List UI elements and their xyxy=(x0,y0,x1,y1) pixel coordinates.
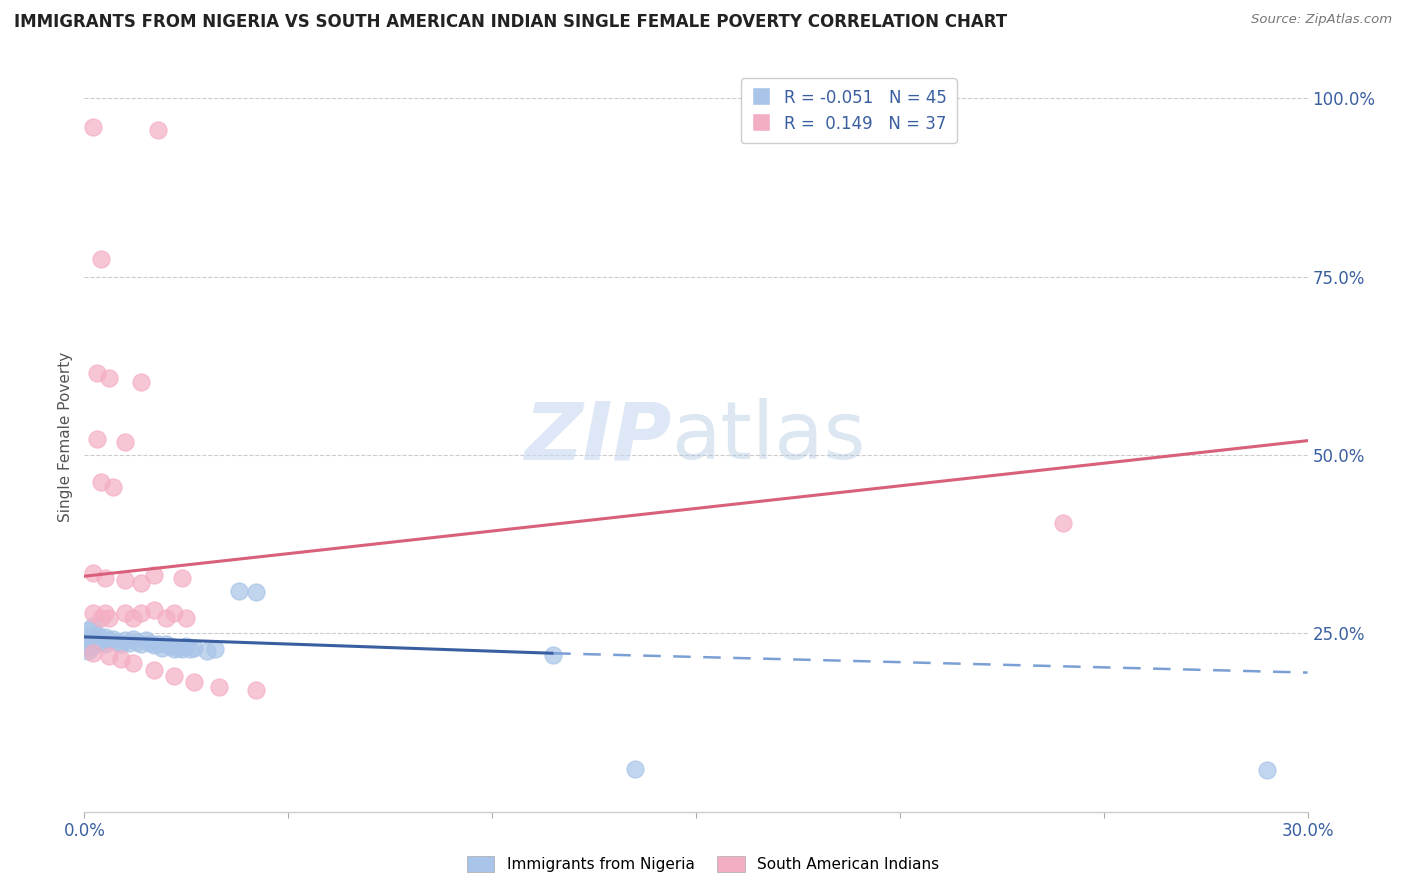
Point xyxy=(131,607,153,621)
Point xyxy=(97,633,120,648)
Point xyxy=(142,664,165,678)
Point xyxy=(93,630,115,644)
Point xyxy=(183,640,205,655)
Point xyxy=(97,649,120,664)
Point xyxy=(93,637,115,651)
Point xyxy=(122,657,145,671)
Point xyxy=(127,635,149,649)
Point xyxy=(77,633,100,648)
Point xyxy=(77,630,100,644)
Point xyxy=(163,607,186,621)
Point xyxy=(150,640,173,655)
Point xyxy=(183,674,205,689)
Point xyxy=(90,610,112,624)
Point xyxy=(172,571,194,585)
Point xyxy=(1052,516,1074,530)
Point xyxy=(90,632,112,646)
Point xyxy=(90,635,112,649)
Point xyxy=(118,635,141,649)
Point xyxy=(82,619,104,633)
Point xyxy=(155,610,177,624)
Point xyxy=(138,635,160,649)
Point xyxy=(86,366,108,380)
Point xyxy=(114,435,136,450)
Point xyxy=(146,637,169,651)
Point xyxy=(228,583,250,598)
Point xyxy=(82,635,104,649)
Point xyxy=(195,644,218,658)
Point xyxy=(172,642,194,657)
Point xyxy=(122,610,145,624)
Point xyxy=(97,371,120,385)
Point xyxy=(82,120,104,134)
Point xyxy=(82,639,104,653)
Point xyxy=(142,603,165,617)
Point xyxy=(110,637,132,651)
Point xyxy=(142,639,165,653)
Point xyxy=(155,637,177,651)
Point xyxy=(624,762,647,776)
Point xyxy=(131,637,153,651)
Point xyxy=(101,480,124,494)
Text: Source: ZipAtlas.com: Source: ZipAtlas.com xyxy=(1251,13,1392,27)
Point xyxy=(97,610,120,624)
Point xyxy=(86,633,108,648)
Point xyxy=(77,644,100,658)
Point xyxy=(131,576,153,591)
Point xyxy=(174,610,197,624)
Point xyxy=(77,637,100,651)
Point xyxy=(90,475,112,489)
Point xyxy=(77,640,100,655)
Point xyxy=(114,573,136,587)
Point xyxy=(159,639,181,653)
Text: atlas: atlas xyxy=(672,398,866,476)
Point xyxy=(82,632,104,646)
Point xyxy=(543,648,565,662)
Point xyxy=(208,680,231,694)
Text: ZIP: ZIP xyxy=(524,398,672,476)
Point xyxy=(122,632,145,646)
Point xyxy=(86,432,108,446)
Point xyxy=(110,652,132,666)
Point xyxy=(93,607,115,621)
Point xyxy=(90,252,112,266)
Point xyxy=(101,632,124,646)
Point xyxy=(86,628,108,642)
Legend: Immigrants from Nigeria, South American Indians: Immigrants from Nigeria, South American … xyxy=(460,848,946,880)
Point xyxy=(204,642,226,657)
Point xyxy=(245,683,267,698)
Point xyxy=(142,567,165,582)
Text: IMMIGRANTS FROM NIGERIA VS SOUTH AMERICAN INDIAN SINGLE FEMALE POVERTY CORRELATI: IMMIGRANTS FROM NIGERIA VS SOUTH AMERICA… xyxy=(14,13,1007,31)
Point xyxy=(93,571,115,585)
Point xyxy=(174,639,197,653)
Legend: R = -0.051   N = 45, R =  0.149   N = 37: R = -0.051 N = 45, R = 0.149 N = 37 xyxy=(741,78,956,144)
Point xyxy=(163,669,186,683)
Point xyxy=(82,646,104,660)
Point xyxy=(179,642,201,657)
Point xyxy=(77,623,100,637)
Y-axis label: Single Female Poverty: Single Female Poverty xyxy=(58,352,73,522)
Point xyxy=(82,566,104,580)
Point xyxy=(82,607,104,621)
Point xyxy=(245,585,267,599)
Point xyxy=(105,635,128,649)
Point xyxy=(114,607,136,621)
Point xyxy=(135,633,157,648)
Point xyxy=(167,640,190,655)
Point xyxy=(146,123,169,137)
Point xyxy=(1256,764,1278,778)
Point xyxy=(163,642,186,657)
Point xyxy=(131,375,153,389)
Point xyxy=(114,633,136,648)
